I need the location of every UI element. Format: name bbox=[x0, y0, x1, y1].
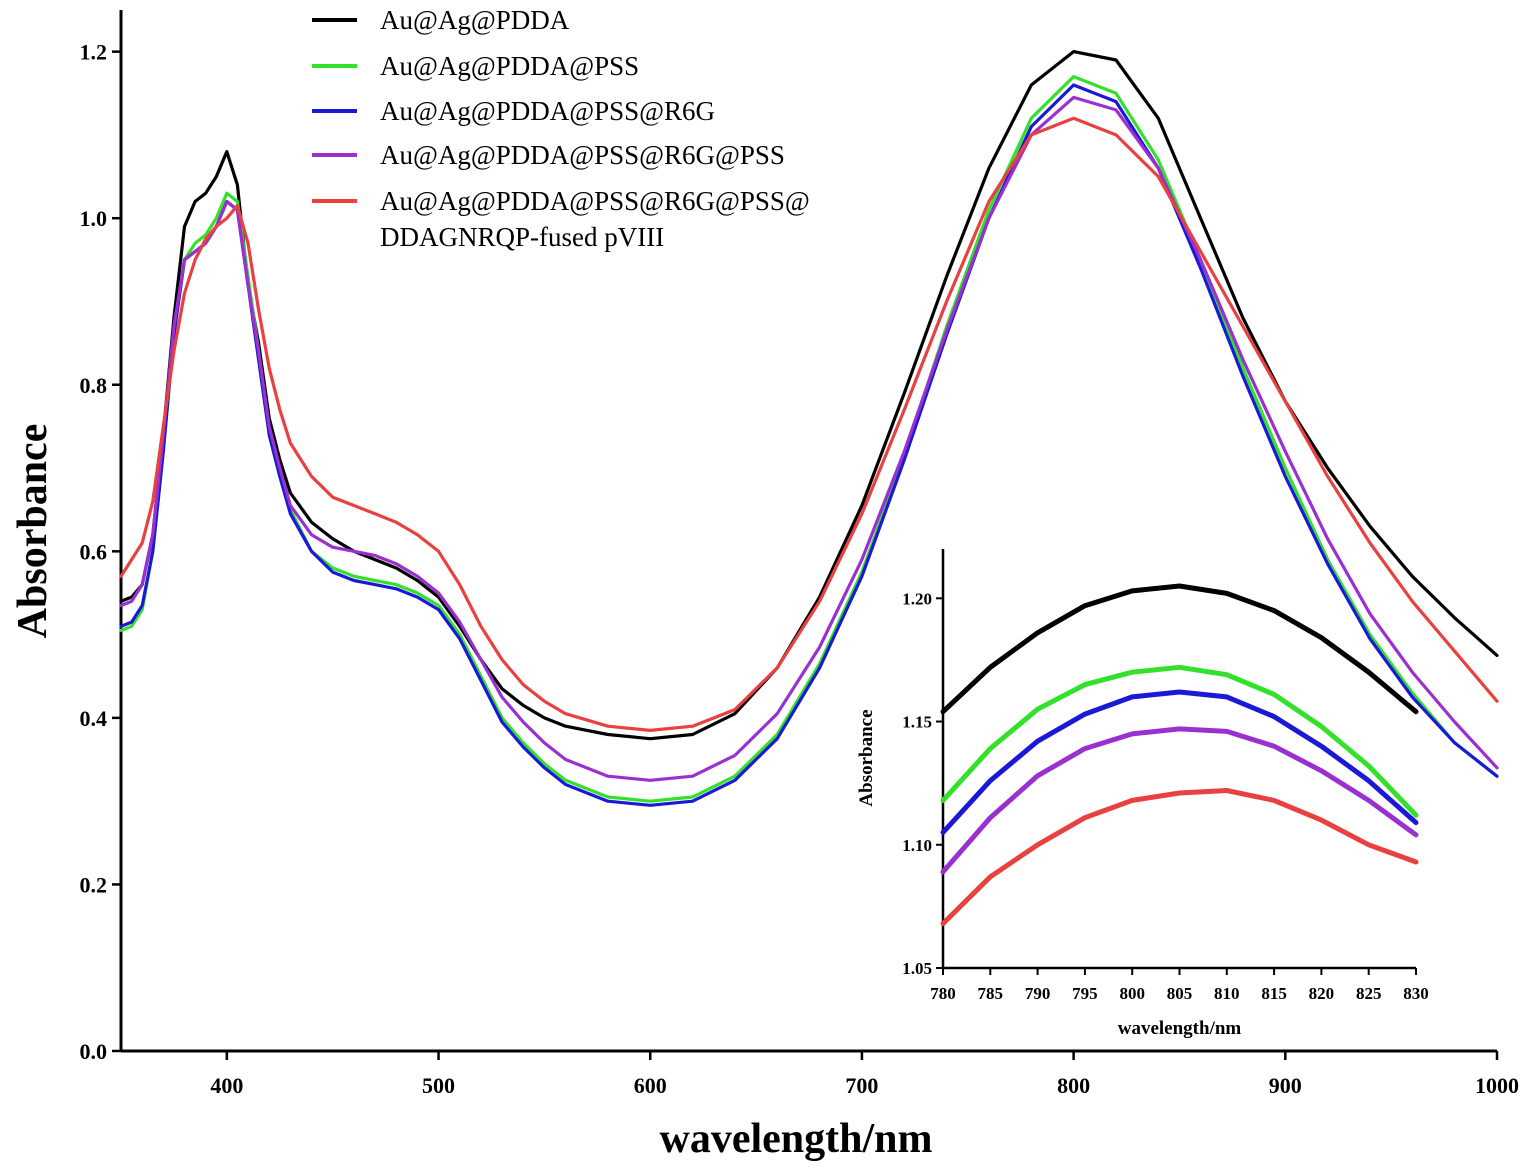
inset-x-tick-label: 820 bbox=[1309, 984, 1335, 1003]
inset-x-axis-title: wavelength/nm bbox=[1118, 1018, 1242, 1039]
main-x-tick-label: 600 bbox=[634, 1073, 667, 1098]
inset-series-line-4 bbox=[940, 726, 1419, 875]
inset-x-tick-label: 800 bbox=[1119, 984, 1145, 1003]
main-x-tick-label: 1000 bbox=[1475, 1073, 1519, 1098]
main-y-tick-label: 1.0 bbox=[80, 206, 108, 231]
legend-label-3: Au@Ag@PDDA@PSS@R6G bbox=[380, 96, 715, 126]
main-y-tick-label: 0.6 bbox=[80, 539, 108, 564]
main-x-axis-title: wavelength/nm bbox=[660, 1116, 933, 1162]
inset-x-tick-label: 790 bbox=[1025, 984, 1051, 1003]
inset-series-line-1 bbox=[940, 583, 1419, 715]
legend-label-4: Au@Ag@PDDA@PSS@R6G@PSS bbox=[380, 140, 785, 170]
inset-series-line-2 bbox=[940, 664, 1419, 818]
legend-label-1: Au@Ag@PDDA bbox=[380, 5, 570, 35]
inset-x-tick-label: 785 bbox=[978, 984, 1004, 1003]
main-series-line-1 bbox=[119, 50, 1499, 741]
main-y-tick-label: 0.0 bbox=[80, 1039, 108, 1064]
inset-x-tick-label: 825 bbox=[1356, 984, 1382, 1003]
main-y-tick-label: 0.2 bbox=[80, 872, 108, 897]
main-series-line-5 bbox=[119, 116, 1499, 732]
inset-x-tick-label: 805 bbox=[1167, 984, 1193, 1003]
inset-x-tick-label: 815 bbox=[1261, 984, 1287, 1003]
inset-y-axis-title: Absorbance bbox=[856, 709, 877, 806]
inset-series-line-5 bbox=[940, 788, 1419, 927]
main-plot: 400 500 600 700 800 900 1000 0.0 0.2 0.4 0.6 0.8 1.0… bbox=[10, 10, 1519, 1162]
main-y-tick-label: 0.8 bbox=[80, 373, 108, 398]
main-y-axis-title: Absorbance bbox=[10, 424, 56, 639]
inset-x-tick-label: 780 bbox=[930, 984, 956, 1003]
main-x-tick-label: 700 bbox=[845, 1073, 878, 1098]
inset-x-tick-label: 795 bbox=[1072, 984, 1098, 1003]
main-x-tick-label: 400 bbox=[210, 1073, 243, 1098]
inset-y-tick-label: 1.15 bbox=[902, 713, 932, 732]
inset-x-tick-label: 810 bbox=[1214, 984, 1240, 1003]
inset-y-tick-label: 1.10 bbox=[902, 836, 932, 855]
inset-y-tick-label: 1.20 bbox=[902, 589, 932, 608]
main-y-tick-label: 1.2 bbox=[80, 40, 108, 65]
main-x-tick-label: 800 bbox=[1057, 1073, 1090, 1098]
legend: Au@Ag@PDDA Au@Ag@PDDA@PSS Au@Ag@PDDA@PSS@R… bbox=[312, 5, 810, 252]
inset-plot: 780 785 790 795 800 805 810 815 820 825 830 1.05 1.1… bbox=[856, 549, 1429, 1039]
legend-label-5: Au@Ag@PDDA@PSS@R6G@PSS@ DDAGNRQP-fused pV… bbox=[380, 186, 810, 252]
main-series-line-2 bbox=[119, 75, 1499, 803]
inset-y-tick-label: 1.05 bbox=[902, 959, 932, 978]
main-x-tick-label: 900 bbox=[1269, 1073, 1302, 1098]
inset-series-line-3 bbox=[940, 689, 1419, 835]
inset-x-tick-label: 830 bbox=[1403, 984, 1429, 1003]
main-y-tick-label: 0.4 bbox=[80, 706, 108, 731]
main-x-tick-label: 500 bbox=[422, 1073, 455, 1098]
legend-label-2: Au@Ag@PDDA@PSS bbox=[380, 51, 639, 81]
